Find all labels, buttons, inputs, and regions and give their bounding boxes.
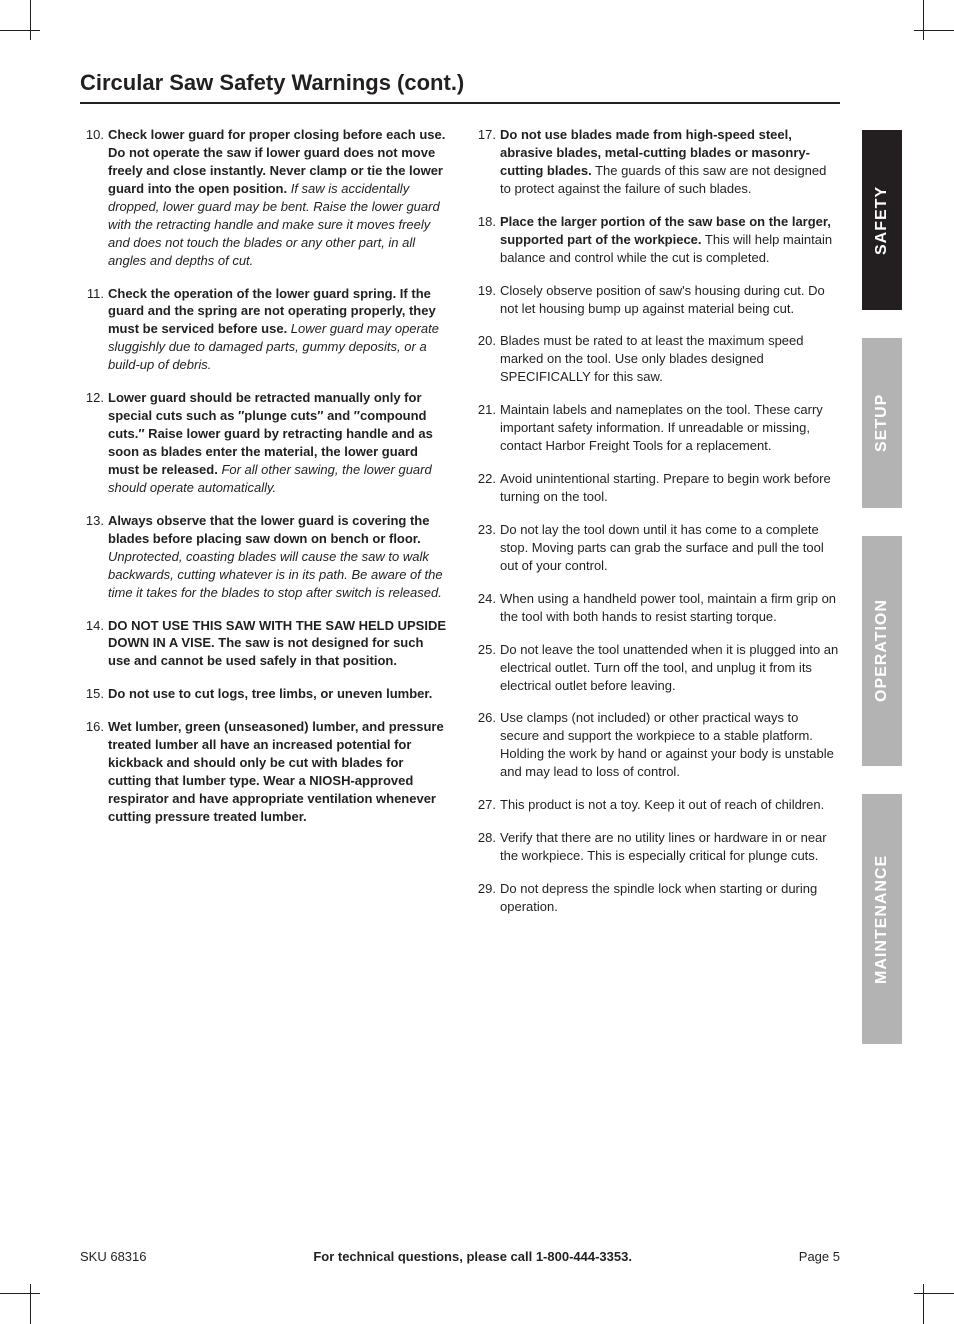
warning-item: 28.Verify that there are no utility line… — [472, 829, 840, 865]
item-number: 13. — [80, 512, 104, 530]
warning-item: 10.Check lower guard for proper closing … — [80, 126, 448, 270]
warning-item: 15. Do not use to cut logs, tree limbs, o… — [80, 685, 448, 703]
item-bold-text: Always observe that the lower guard is c… — [108, 513, 429, 546]
warning-item: 24.When using a handheld power tool, mai… — [472, 590, 840, 626]
section-tab-safety: SAFETY — [862, 130, 902, 310]
item-number: 11. — [80, 285, 104, 303]
warning-item: 14.DO NOT USE THIS SAW WITH THE SAW HELD… — [80, 617, 448, 671]
crop-mark — [30, 0, 31, 40]
item-number: 17. — [472, 126, 496, 144]
manual-page: Circular Saw Safety Warnings (cont.) 10.… — [0, 0, 954, 1324]
warning-item: 12.Lower guard should be retracted manua… — [80, 389, 448, 497]
item-bold-text: Do not use to cut logs, tree limbs, or u… — [108, 686, 432, 701]
warning-item: 18.Place the larger portion of the saw b… — [472, 213, 840, 267]
item-plain-text: When using a handheld power tool, mainta… — [500, 591, 836, 624]
item-plain-text: Use clamps (not included) or other pract… — [500, 710, 834, 779]
warning-item: 25.Do not leave the tool unattended when… — [472, 641, 840, 695]
item-plain-text: This product is not a toy. Keep it out o… — [500, 797, 824, 812]
item-plain-text: Verify that there are no utility lines o… — [500, 830, 827, 863]
item-number: 21. — [472, 401, 496, 419]
page-title: Circular Saw Safety Warnings (cont.) — [80, 70, 840, 104]
section-tab-setup: SETUP — [862, 338, 902, 508]
crop-mark — [923, 0, 924, 40]
item-number: 24. — [472, 590, 496, 608]
warning-item: 17.Do not use blades made from high-spee… — [472, 126, 840, 198]
item-number: 26. — [472, 709, 496, 727]
item-number: 18. — [472, 213, 496, 231]
item-plain-text: Do not depress the spindle lock when sta… — [500, 881, 817, 914]
item-number: 25. — [472, 641, 496, 659]
item-number: 23. — [472, 521, 496, 539]
warning-item: 21.Maintain labels and nameplates on the… — [472, 401, 840, 455]
crop-mark — [923, 1284, 924, 1324]
right-column: 17.Do not use blades made from high-spee… — [472, 126, 840, 931]
crop-mark — [0, 1293, 40, 1294]
warning-item: 26.Use clamps (not included) or other pr… — [472, 709, 840, 781]
footer-page-number: Page 5 — [799, 1249, 840, 1264]
page-footer: SKU 68316 For technical questions, pleas… — [80, 1249, 840, 1264]
item-plain-text: Closely observe position of saw's housin… — [500, 283, 825, 316]
warning-list-right: 17.Do not use blades made from high-spee… — [472, 126, 840, 916]
item-number: 14. — [80, 617, 104, 635]
item-number: 16. — [80, 718, 104, 736]
warning-item: 22.Avoid unintentional starting. Prepare… — [472, 470, 840, 506]
warning-item: 16.Wet lumber, green (unseasoned) lumber… — [80, 718, 448, 826]
item-plain-text: Do not leave the tool unattended when it… — [500, 642, 838, 693]
warning-item: 13.Always observe that the lower guard i… — [80, 512, 448, 602]
item-number: 22. — [472, 470, 496, 488]
footer-support: For technical questions, please call 1-8… — [313, 1249, 632, 1264]
item-number: 28. — [472, 829, 496, 847]
item-number: 12. — [80, 389, 104, 407]
item-italic-text: Unprotected, coasting blades will cause … — [108, 549, 443, 600]
item-number: 19. — [472, 282, 496, 300]
item-number: 20. — [472, 332, 496, 350]
item-bold-text: DO NOT USE THIS SAW WITH THE SAW HELD UP… — [108, 618, 446, 669]
warning-item: 11.Check the operation of the lower guar… — [80, 285, 448, 375]
item-number: 10. — [80, 126, 104, 144]
crop-mark — [30, 1284, 31, 1324]
section-tabs: SAFETY SETUP OPERATION MAINTENANCE — [862, 130, 902, 1044]
section-tab-maintenance: MAINTENANCE — [862, 794, 902, 1044]
item-number: 15. — [80, 685, 104, 703]
item-plain-text: Do not lay the tool down until it has co… — [500, 522, 824, 573]
warning-item: 27. This product is not a toy. Keep it ou… — [472, 796, 840, 814]
warning-item: 20.Blades must be rated to at least the … — [472, 332, 840, 386]
footer-sku: SKU 68316 — [80, 1249, 147, 1264]
crop-mark — [914, 1293, 954, 1294]
item-bold-text: Wet lumber, green (unseasoned) lumber, a… — [108, 719, 444, 824]
crop-mark — [0, 30, 40, 31]
item-plain-text: Maintain labels and nameplates on the to… — [500, 402, 823, 453]
warning-list-left: 10.Check lower guard for proper closing … — [80, 126, 448, 826]
content-columns: 10.Check lower guard for proper closing … — [80, 126, 840, 931]
crop-mark — [914, 30, 954, 31]
item-plain-text: Avoid unintentional starting. Prepare to… — [500, 471, 831, 504]
item-number: 27. — [472, 796, 496, 814]
item-number: 29. — [472, 880, 496, 898]
warning-item: 29.Do not depress the spindle lock when … — [472, 880, 840, 916]
warning-item: 19.Closely observe position of saw's hou… — [472, 282, 840, 318]
left-column: 10.Check lower guard for proper closing … — [80, 126, 448, 931]
item-plain-text: Blades must be rated to at least the max… — [500, 333, 804, 384]
section-tab-operation: OPERATION — [862, 536, 902, 766]
warning-item: 23.Do not lay the tool down until it has… — [472, 521, 840, 575]
